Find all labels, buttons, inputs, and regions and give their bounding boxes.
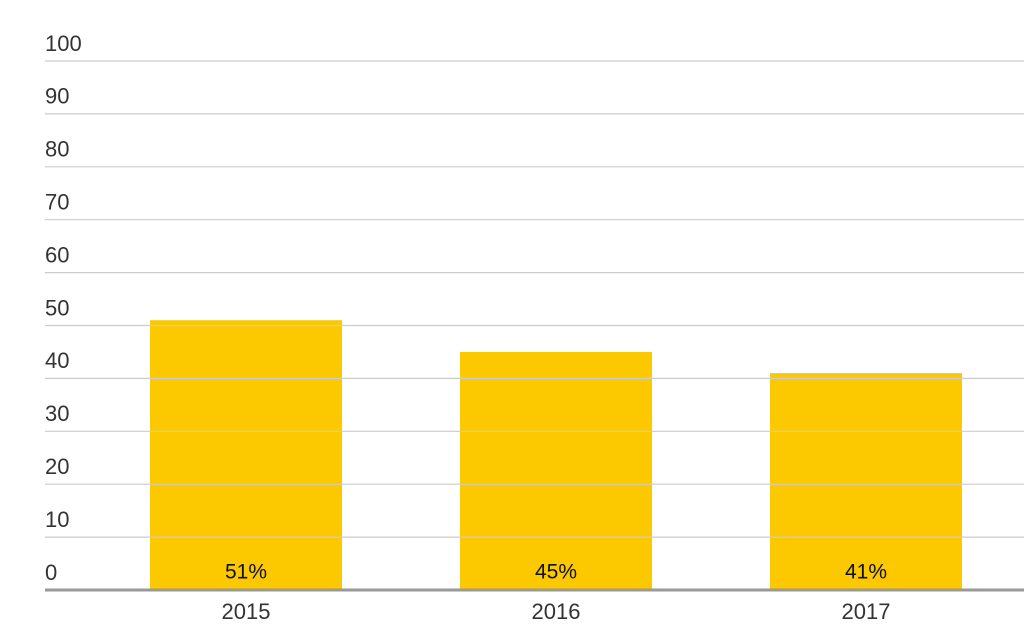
y-tick-label: 10	[45, 507, 69, 532]
x-tick-label: 2017	[842, 599, 891, 624]
bar	[150, 320, 342, 590]
y-tick-label: 100	[45, 31, 82, 56]
y-tick-label: 20	[45, 454, 69, 479]
value-label: 41%	[845, 561, 887, 584]
y-tick-label: 50	[45, 295, 69, 320]
x-tick-label: 2016	[532, 599, 581, 624]
y-tick-label: 0	[45, 560, 57, 585]
bar	[770, 373, 962, 590]
y-tick-label: 90	[45, 84, 69, 109]
y-tick-label: 80	[45, 137, 69, 162]
y-tick-label: 70	[45, 190, 69, 215]
value-label: 45%	[535, 561, 577, 584]
value-label: 51%	[225, 561, 267, 584]
y-tick-label: 40	[45, 348, 69, 373]
y-tick-label: 30	[45, 401, 69, 426]
bar	[460, 351, 652, 590]
y-tick-label: 60	[45, 242, 69, 267]
x-tick-label: 2015	[222, 599, 271, 624]
